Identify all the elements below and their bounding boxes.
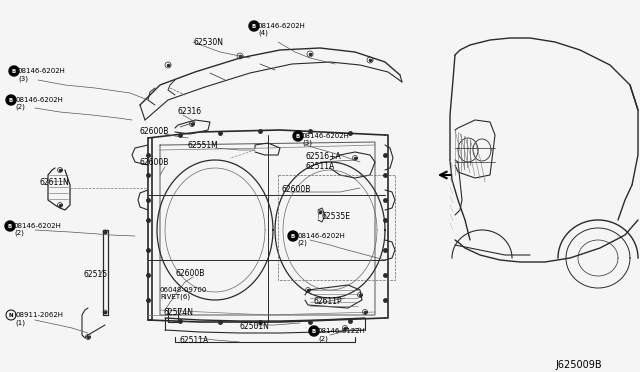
Text: B: B	[252, 24, 256, 29]
Text: B: B	[9, 98, 13, 103]
Text: 62530N: 62530N	[193, 38, 223, 47]
Text: 62600B: 62600B	[140, 158, 170, 167]
Text: 08911-2062H
(1): 08911-2062H (1)	[15, 312, 63, 326]
Polygon shape	[288, 231, 298, 241]
Text: 62600B: 62600B	[140, 127, 170, 136]
Text: 62515: 62515	[84, 270, 108, 279]
Text: B: B	[296, 134, 300, 139]
Polygon shape	[309, 326, 319, 336]
Text: 62316: 62316	[178, 107, 202, 116]
Text: 06048-09700
RIVET(6): 06048-09700 RIVET(6)	[160, 287, 207, 301]
Polygon shape	[249, 21, 259, 31]
Text: 08146-6202H
(3): 08146-6202H (3)	[302, 133, 350, 147]
Text: 08146-6202H
(2): 08146-6202H (2)	[297, 233, 345, 247]
Polygon shape	[9, 66, 19, 76]
Text: 62600B: 62600B	[282, 185, 312, 194]
Text: B: B	[312, 329, 316, 334]
Text: 62511A: 62511A	[180, 336, 209, 345]
Text: B: B	[291, 234, 295, 239]
Text: N: N	[9, 313, 13, 318]
Text: 62551M: 62551M	[188, 141, 219, 150]
Polygon shape	[6, 95, 16, 105]
Polygon shape	[5, 221, 15, 231]
Text: 62574N: 62574N	[164, 308, 194, 317]
Text: B: B	[12, 69, 16, 74]
Text: 08146-6202H
(2): 08146-6202H (2)	[14, 223, 62, 237]
Text: 62501N: 62501N	[240, 322, 270, 331]
Text: 62600B: 62600B	[176, 269, 205, 278]
Text: 62516+A
62511A: 62516+A 62511A	[305, 152, 340, 171]
Text: 08146-6202H
(4): 08146-6202H (4)	[258, 23, 306, 36]
Text: 62611P: 62611P	[313, 297, 342, 306]
Text: J625009B: J625009B	[555, 360, 602, 370]
Text: 08146-6202H
(2): 08146-6202H (2)	[15, 97, 63, 110]
Text: 62611N: 62611N	[40, 178, 70, 187]
Text: B: B	[8, 224, 12, 229]
Text: 08146-6202H
(3): 08146-6202H (3)	[18, 68, 66, 81]
Polygon shape	[293, 131, 303, 141]
Text: 08146-6122H
(2): 08146-6122H (2)	[318, 328, 366, 341]
Text: 62535E: 62535E	[322, 212, 351, 221]
